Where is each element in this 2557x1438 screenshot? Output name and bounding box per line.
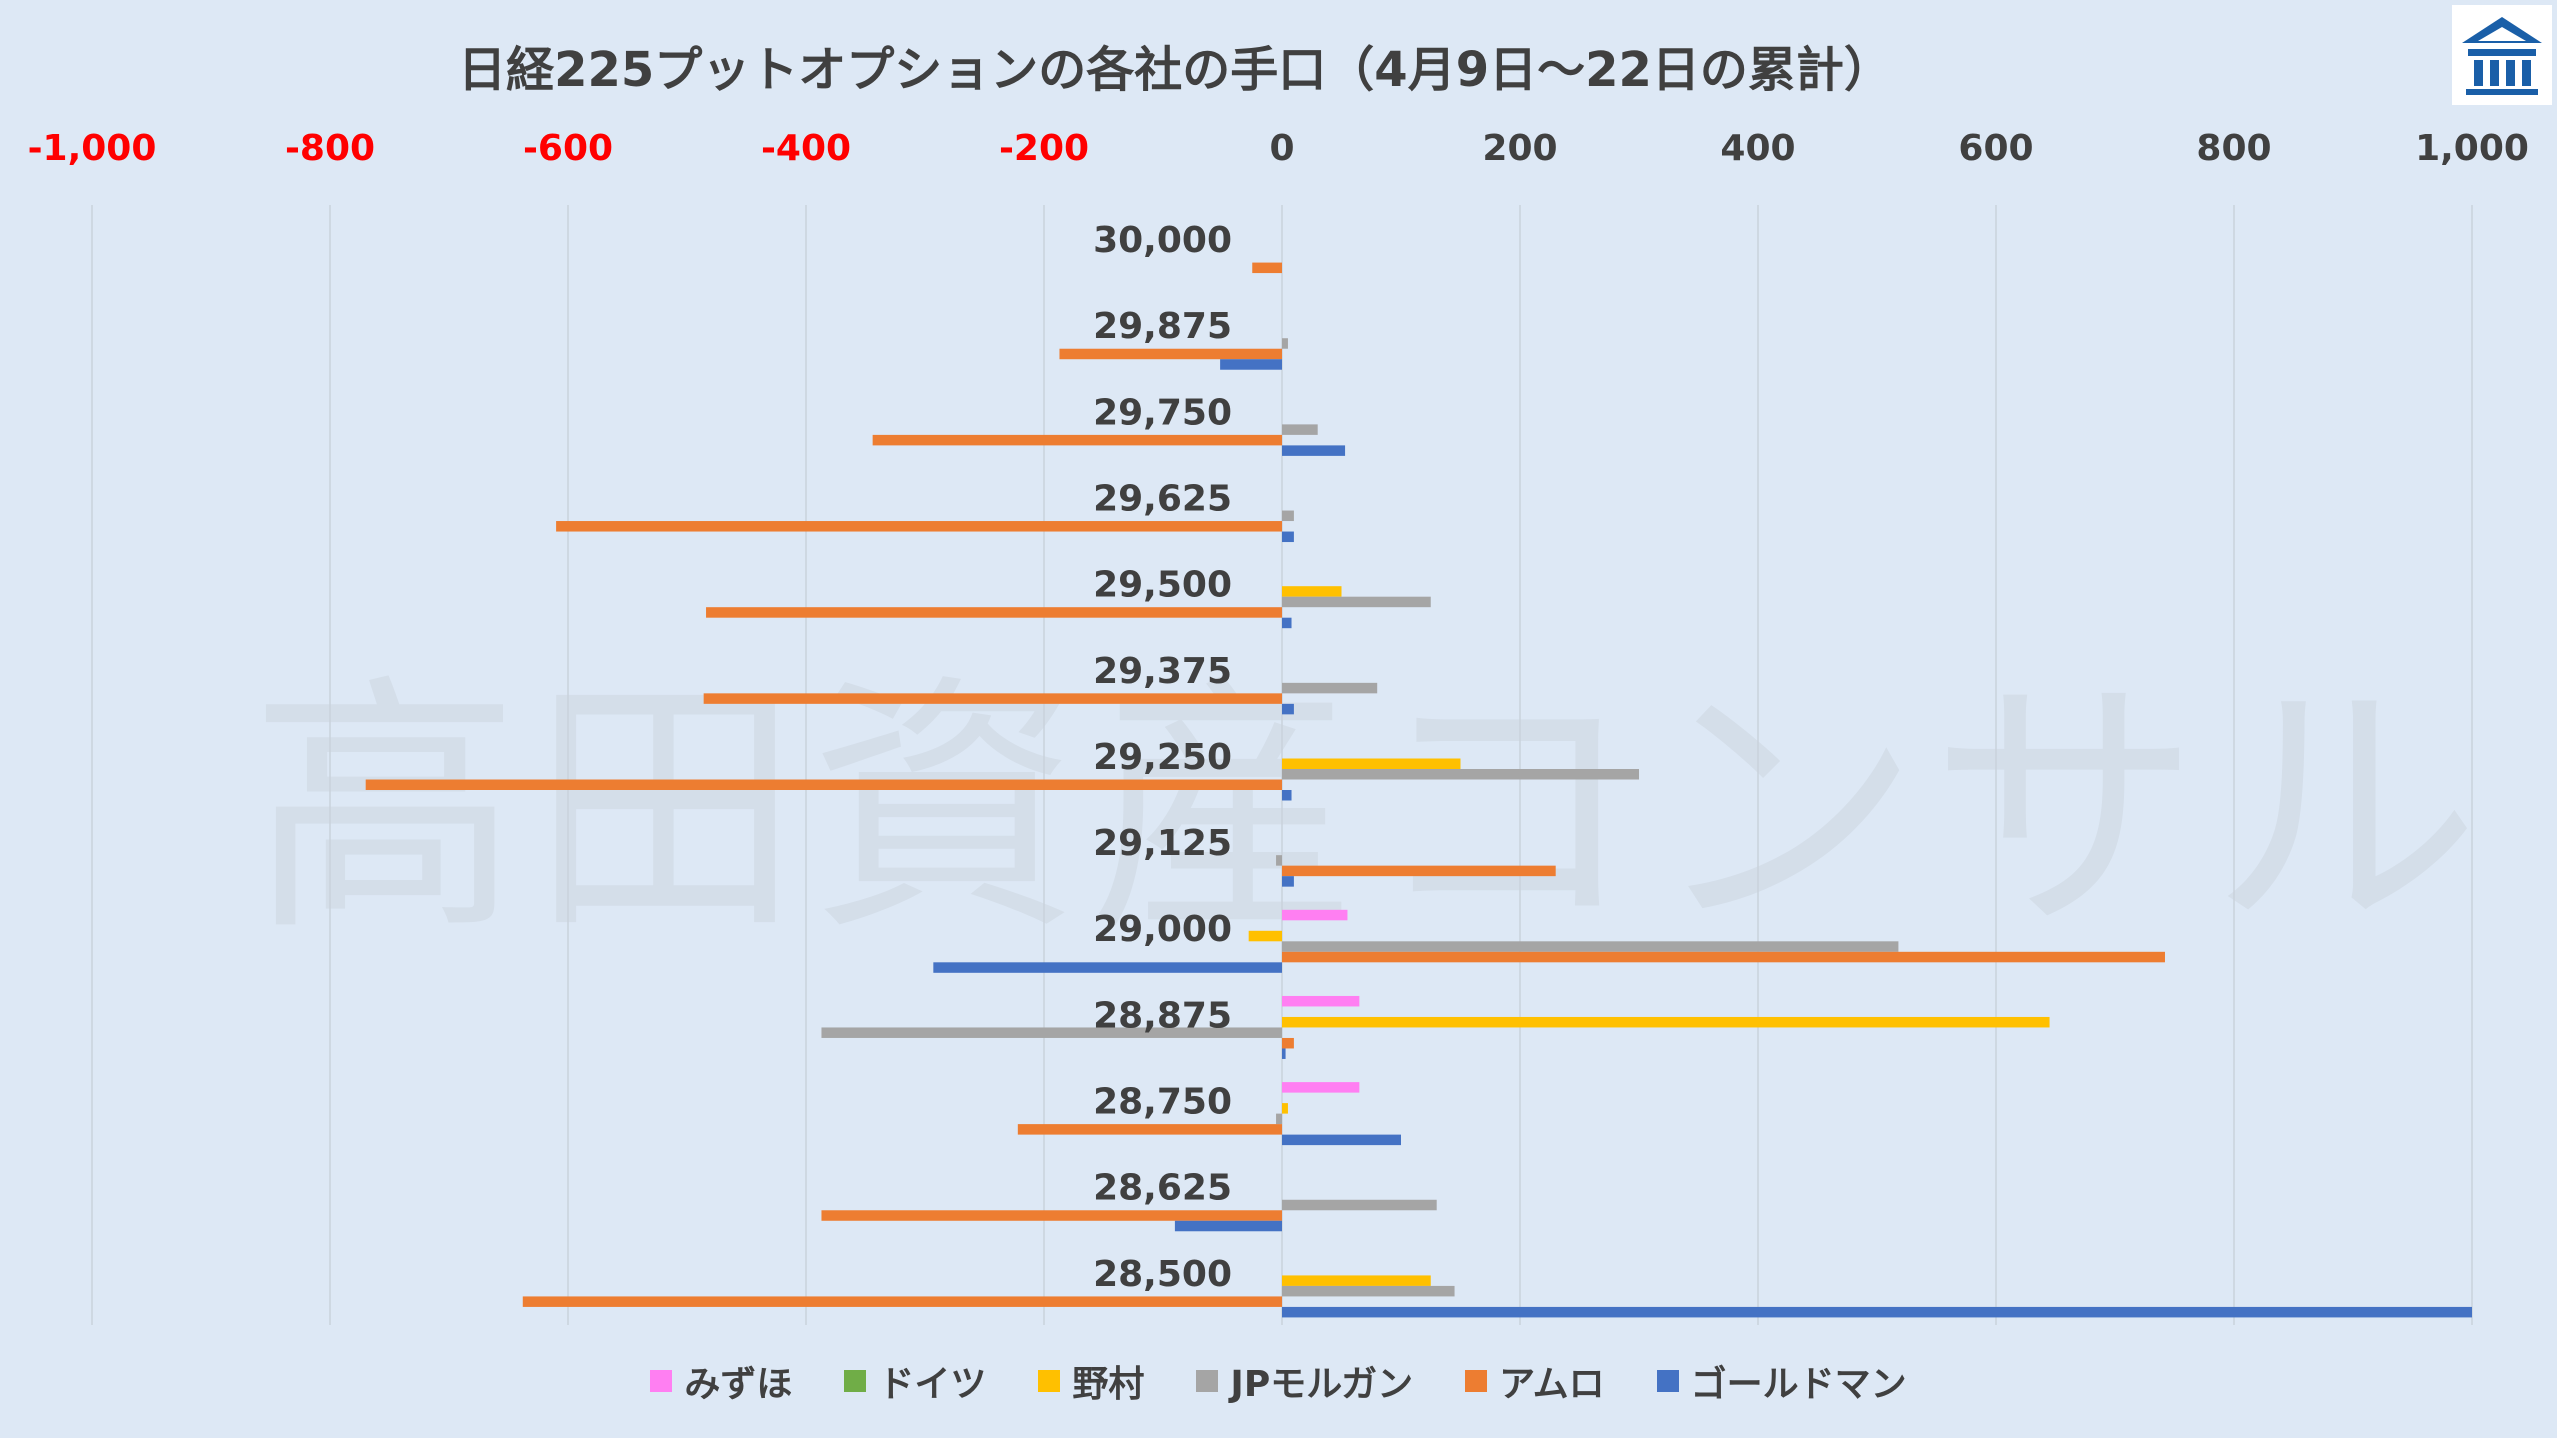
bar	[1220, 359, 1282, 370]
category-label: 29,625	[1093, 478, 1232, 519]
x-tick-label: -800	[285, 128, 375, 169]
bar	[821, 1027, 1282, 1038]
category-label: 29,750	[1093, 392, 1232, 433]
category-label: 29,500	[1093, 565, 1232, 606]
x-tick-label: 0	[1269, 128, 1294, 169]
grid-layer	[91, 205, 2473, 1325]
legend-item: ドイツ	[844, 1355, 986, 1407]
legend-swatch	[844, 1370, 867, 1392]
bar-chart: -1,000 -800 -600 -400 -200 0 200 400 600 800 1,000…	[28, 128, 2529, 1325]
category-label: 28,625	[1093, 1168, 1232, 1209]
legend-label: 野村	[1072, 1364, 1145, 1405]
bar	[703, 693, 1282, 704]
bar	[1282, 769, 1639, 780]
category-labels: 30,000 29,875 29,750 29,625 29,500 29,375 29,2…	[1093, 220, 1232, 1295]
x-tick-labels: -1,000 -800 -600 -400 -200 0 200 400 600 800 1,000	[28, 128, 2529, 169]
bar	[1282, 951, 2165, 963]
bar	[1059, 348, 1282, 360]
bar	[1282, 1275, 1431, 1286]
bar	[1282, 1082, 1360, 1093]
category-label: 29,125	[1093, 823, 1232, 864]
chart-title: 日経225プットオプションの各社の手口（4月9日～22日の累計）	[458, 42, 1892, 98]
bar	[1282, 1285, 1455, 1297]
bar	[706, 607, 1282, 618]
legend: みずほ ドイツ 野村 JPモルガン アムロ ゴールドマン	[0, 1355, 2557, 1407]
x-tick-label: 400	[1720, 128, 1795, 169]
bar	[1282, 510, 1294, 522]
legend-label: ゴールドマン	[1690, 1364, 1907, 1405]
category-label: 28,875	[1093, 995, 1232, 1036]
bar	[1282, 531, 1294, 543]
bar	[1282, 1306, 2472, 1318]
bar	[1276, 855, 1282, 866]
bar	[1282, 445, 1346, 456]
bar	[1282, 1103, 1288, 1114]
bar	[933, 962, 1282, 973]
bar	[821, 1210, 1282, 1221]
legend-label: JPモルガン	[1230, 1364, 1414, 1405]
category-label: 29,000	[1093, 909, 1232, 950]
legend-label: ドイツ	[878, 1364, 987, 1405]
category-label: 28,750	[1093, 1082, 1232, 1123]
bar	[1282, 909, 1348, 921]
bar	[1282, 424, 1318, 435]
category-label: 28,500	[1093, 1254, 1232, 1295]
x-tick-label: -600	[523, 128, 613, 169]
bar	[1282, 876, 1294, 887]
bar	[1276, 1113, 1282, 1125]
bar	[1282, 865, 1556, 877]
bar	[1282, 758, 1461, 769]
x-tick-label: 1,000	[2415, 128, 2529, 169]
bar	[1282, 682, 1378, 694]
x-tick-label: -200	[999, 128, 1089, 169]
legend-item: アムロ	[1465, 1355, 1605, 1407]
legend-swatch	[1196, 1370, 1219, 1392]
legend-label: みずほ	[684, 1364, 793, 1405]
bar	[1282, 1016, 2050, 1028]
bar	[522, 1296, 1282, 1307]
bar	[1282, 617, 1292, 629]
bar	[1282, 703, 1294, 715]
legend-item: みずほ	[650, 1355, 792, 1407]
bar	[1248, 930, 1282, 942]
legend-label: アムロ	[1499, 1364, 1605, 1405]
bar	[1282, 1199, 1437, 1211]
legend-swatch	[1038, 1370, 1061, 1392]
bar	[1282, 1037, 1294, 1049]
category-label: 29,250	[1093, 737, 1232, 778]
bar	[1252, 262, 1282, 274]
bar	[1017, 1124, 1282, 1135]
legend-item: JPモルガン	[1196, 1355, 1413, 1407]
category-label: 30,000	[1093, 220, 1232, 261]
bar	[1282, 1048, 1286, 1059]
x-tick-label: -400	[761, 128, 851, 169]
bar	[1282, 995, 1360, 1007]
legend-swatch	[650, 1370, 673, 1392]
x-tick-label: 800	[2196, 128, 2271, 169]
legend-swatch	[1656, 1370, 1679, 1392]
bar	[872, 434, 1282, 446]
bar	[365, 779, 1282, 790]
bar	[1282, 338, 1288, 349]
x-tick-label: 200	[1482, 128, 1557, 169]
legend-item: ゴールドマン	[1656, 1355, 1907, 1407]
bar	[1282, 941, 1899, 952]
legend-item: 野村	[1038, 1355, 1144, 1407]
bars	[365, 262, 2472, 1318]
category-label: 29,875	[1093, 306, 1232, 347]
bar	[1282, 790, 1292, 801]
logo-icon	[2452, 5, 2552, 105]
category-label: 29,375	[1093, 651, 1232, 692]
bar	[1282, 1134, 1401, 1146]
bar	[556, 521, 1282, 532]
x-tick-label: -1,000	[28, 128, 157, 169]
bar	[1282, 596, 1431, 608]
legend-swatch	[1465, 1370, 1488, 1392]
x-tick-label: 600	[1958, 128, 2033, 169]
bar	[1282, 586, 1342, 597]
bar	[1174, 1220, 1282, 1232]
